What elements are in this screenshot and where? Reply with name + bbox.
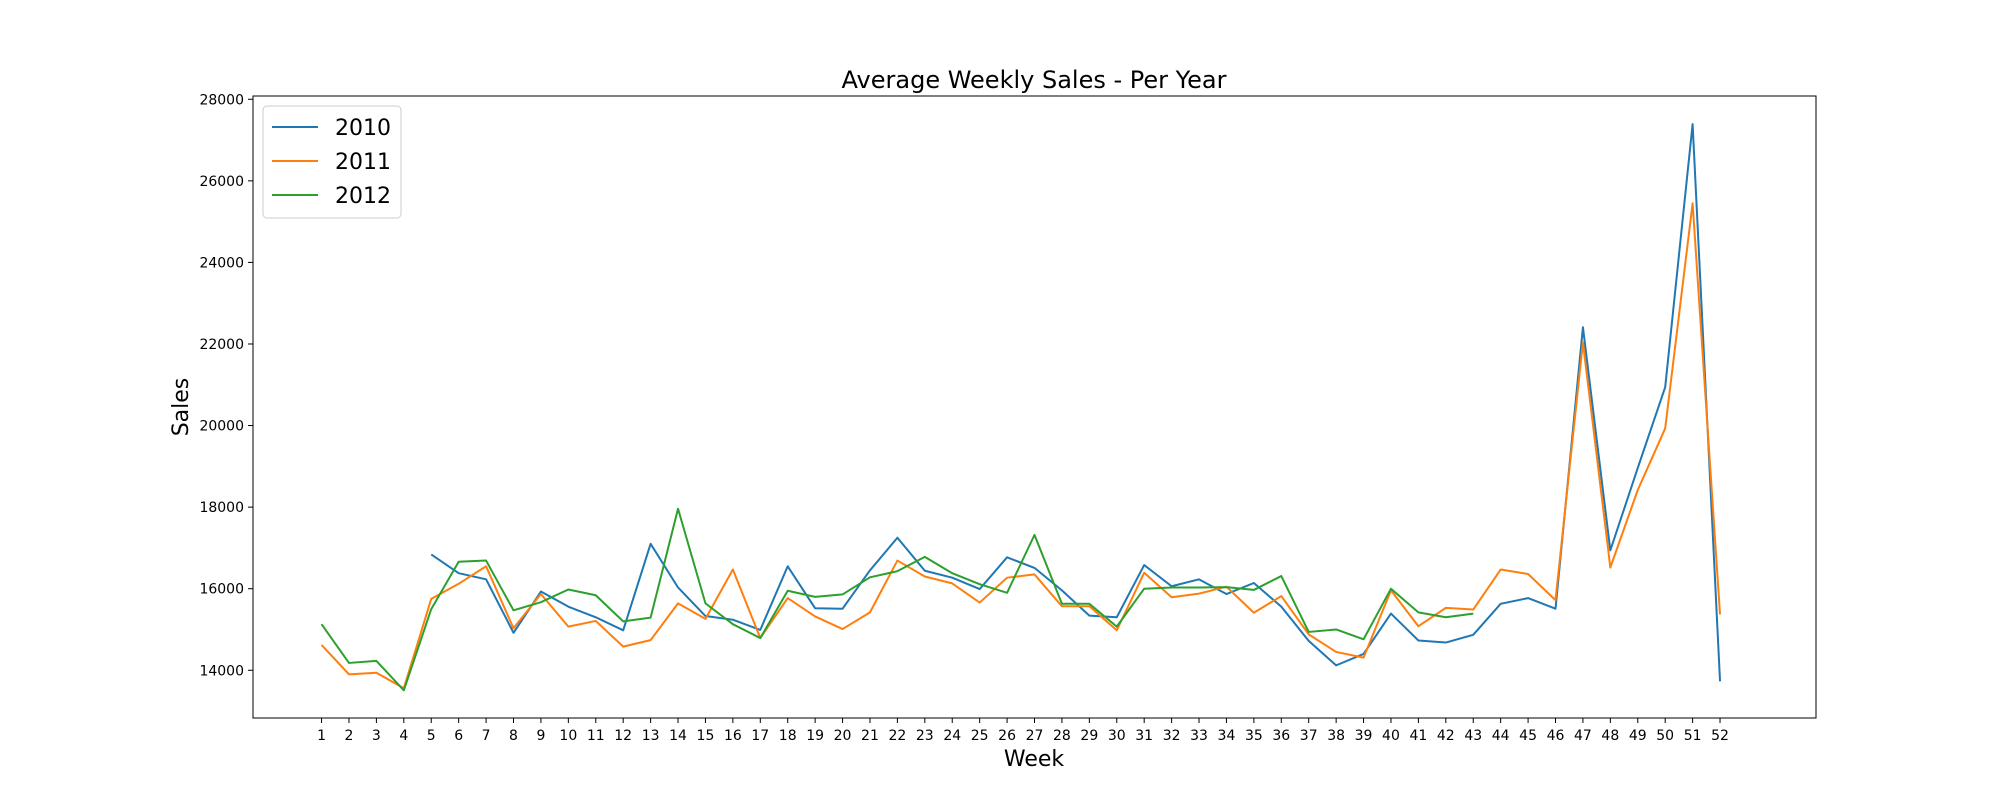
- x-tick-label: 39: [1355, 728, 1373, 744]
- x-tick-label: 24: [943, 728, 961, 744]
- x-tick-label: 44: [1492, 728, 1510, 744]
- x-tick-label: 16: [724, 728, 742, 744]
- x-tick-label: 18: [779, 728, 797, 744]
- x-tick-label: 10: [559, 728, 577, 744]
- y-tick-label: 16000: [199, 582, 244, 598]
- y-tick-label: 22000: [199, 337, 244, 353]
- y-axis: 14000 16000 18000 20000 22000 24000 26000 28000: [199, 92, 253, 679]
- x-tick-label: 20: [834, 728, 852, 744]
- y-tick-label: 14000: [199, 663, 244, 679]
- x-tick-label: 31: [1135, 728, 1153, 744]
- x-tick-label: 43: [1464, 728, 1482, 744]
- x-tick-label: 15: [697, 728, 715, 744]
- x-tick-label: 11: [587, 728, 605, 744]
- x-tick-label: 52: [1711, 728, 1729, 744]
- legend-label: 2012: [335, 184, 391, 209]
- x-tick-label: 26: [998, 728, 1016, 744]
- x-tick-label: 51: [1684, 728, 1702, 744]
- x-tick-label: 29: [1080, 728, 1098, 744]
- x-tick-label: 25: [971, 728, 989, 744]
- x-tick-label: 35: [1245, 728, 1263, 744]
- y-tick-label: 26000: [199, 174, 244, 190]
- legend-label: 2011: [335, 150, 391, 175]
- chart-title: Average Weekly Sales - Per Year: [842, 66, 1227, 94]
- x-tick-label: 49: [1629, 728, 1647, 744]
- x-tick-label: 38: [1327, 728, 1345, 744]
- x-tick-label: 12: [614, 728, 632, 744]
- x-tick-label: 48: [1601, 728, 1619, 744]
- x-axis: 1 2 3 4 5 6 7 8 9 10 11 12 13 14 15 16 17 18 19 20 21 22 23 24 2…: [317, 718, 1729, 744]
- x-tick-label: 40: [1382, 728, 1400, 744]
- x-tick-label: 17: [751, 728, 769, 744]
- x-tick-label: 23: [916, 728, 934, 744]
- legend-label: 2010: [335, 116, 391, 141]
- x-tick-label: 27: [1026, 728, 1044, 744]
- y-tick-label: 20000: [199, 419, 244, 435]
- x-tick-label: 4: [399, 728, 408, 744]
- series-layer: [320, 123, 1722, 692]
- x-tick-label: 8: [509, 728, 518, 744]
- x-tick-label: 9: [536, 728, 545, 744]
- x-tick-label: 21: [861, 728, 879, 744]
- x-tick-label: 47: [1574, 728, 1592, 744]
- y-tick-label: 28000: [199, 92, 244, 108]
- y-tick-label: 24000: [199, 255, 244, 271]
- x-tick-label: 19: [806, 728, 824, 744]
- x-tick-label: 36: [1272, 728, 1290, 744]
- x-tick-label: 32: [1163, 728, 1181, 744]
- x-tick-label: 7: [482, 728, 491, 744]
- x-tick-label: 5: [427, 728, 436, 744]
- x-tick-label: 42: [1437, 728, 1455, 744]
- legend-box: [262, 105, 402, 219]
- x-tick-label: 6: [454, 728, 463, 744]
- x-axis-label: Week: [1004, 747, 1065, 772]
- x-tick-label: 37: [1300, 728, 1318, 744]
- x-tick-label: 22: [888, 728, 906, 744]
- x-tick-label: 28: [1053, 728, 1071, 744]
- x-tick-label: 30: [1108, 728, 1126, 744]
- y-tick-label: 18000: [199, 500, 244, 516]
- x-tick-label: 34: [1218, 728, 1236, 744]
- x-tick-label: 13: [642, 728, 660, 744]
- x-tick-label: 3: [372, 728, 381, 744]
- x-tick-label: 14: [669, 728, 687, 744]
- x-tick-label: 46: [1547, 728, 1565, 744]
- x-tick-label: 50: [1656, 728, 1674, 744]
- x-tick-label: 1: [317, 728, 326, 744]
- x-tick-label: 41: [1409, 728, 1427, 744]
- plot-area: [252, 95, 1817, 719]
- x-tick-label: 45: [1519, 728, 1537, 744]
- y-axis-label: Sales: [169, 378, 194, 437]
- series-line-2011: [320, 202, 1722, 690]
- x-tick-label: 33: [1190, 728, 1208, 744]
- legend: 2010 2011 2012: [262, 105, 402, 219]
- series-line-2012: [320, 507, 1474, 692]
- x-tick-label: 2: [345, 728, 354, 744]
